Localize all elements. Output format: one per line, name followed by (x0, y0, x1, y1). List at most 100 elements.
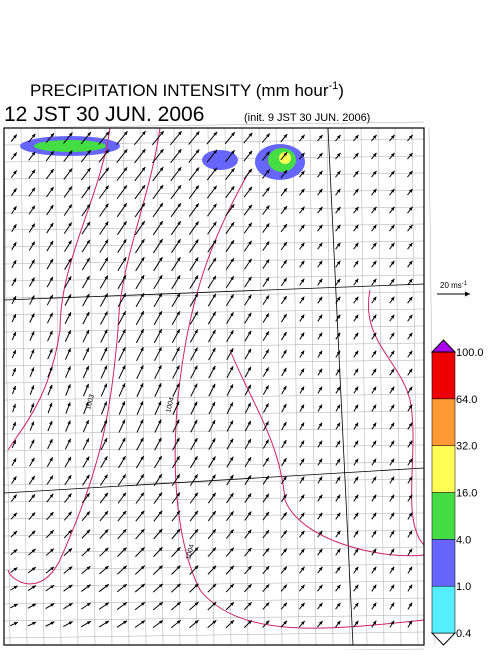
wind-arrow-head (408, 206, 413, 211)
wind-arrow-head (158, 547, 163, 552)
wind-arrow-head (300, 260, 305, 265)
wind-arrow-head (265, 493, 269, 498)
wind-arrow-head (230, 240, 234, 245)
wind-arrow-head (265, 475, 269, 480)
wind-arrow-head (13, 206, 17, 211)
wind-arrow-head (68, 186, 73, 191)
wind-arrow-head (140, 437, 144, 442)
colorbar-segment (431, 445, 456, 493)
wind-arrow-head (194, 601, 199, 606)
wind-arrow-head (318, 152, 323, 157)
wind-arrow-head (49, 240, 54, 245)
wind-arrow-head (390, 602, 395, 607)
wind-arrow-head (336, 620, 341, 625)
wind-arrow-head (318, 602, 323, 607)
lon-line (224, 127, 232, 646)
wind-arrow-head (194, 311, 198, 316)
wind-arrow-head (336, 368, 341, 373)
wind-arrow-head (229, 474, 234, 479)
wind-arrow-head (176, 456, 180, 461)
wind-arrow-head (318, 476, 323, 481)
wind-arrow-head (318, 332, 323, 337)
wind-arrow-head (68, 548, 73, 552)
wind-arrow-head (104, 257, 108, 262)
wind-arrow-head (354, 548, 359, 553)
wind-arrow-head (265, 620, 270, 625)
wind-arrow-head (283, 188, 288, 192)
wind-arrow-head (104, 529, 109, 534)
wind-arrow-head (140, 275, 145, 280)
wind-arrow-head (86, 185, 91, 190)
wind-arrow-head (141, 149, 146, 154)
wind-arrow-head (408, 440, 413, 445)
wind-arrow-head (105, 167, 109, 172)
wind-arrow-head (265, 584, 270, 589)
wind-arrow-head (85, 383, 89, 388)
wind-arrow-head (67, 312, 71, 317)
wind-arrow-head (85, 456, 90, 461)
wind-arrow-head (408, 152, 413, 157)
wind-arrow-head (159, 185, 164, 189)
wind-arrow-head (140, 455, 144, 460)
wind-arrow-head (300, 296, 305, 301)
wind-arrow-head (300, 620, 305, 625)
wind-arrow-head (31, 241, 35, 246)
wind-arrow-head (390, 206, 395, 211)
wind-arrow-head (336, 584, 341, 589)
wind-arrow-head (300, 548, 305, 553)
wind-arrow-head (13, 512, 17, 517)
wind-arrow-head (212, 239, 217, 244)
wind-arrow-head (266, 151, 270, 156)
wind-arrow-head (318, 260, 323, 265)
wind-arrow-head (283, 385, 287, 390)
wind-arrow-head (32, 621, 37, 626)
wind-arrow-head (122, 257, 127, 262)
wind-arrow-head (318, 206, 323, 211)
wind-arrow-head (318, 584, 323, 589)
wind-arrow-head (336, 242, 341, 247)
wind-arrow-head (212, 347, 216, 352)
wind-arrow-head (194, 529, 199, 533)
wind-arrow-head (300, 368, 305, 373)
wind-arrow-head (31, 530, 36, 535)
isobar (229, 349, 425, 557)
wind-arrow-head (336, 386, 341, 391)
colorbar-label: 0.4 (456, 628, 471, 640)
wind-arrow-head (372, 476, 377, 481)
wind-arrow-head (390, 422, 395, 427)
wind-arrow-head (372, 314, 377, 319)
wind-arrow-head (283, 494, 287, 499)
wind-arrow-head (372, 260, 377, 265)
wind-arrow-head (50, 169, 54, 173)
wind-arrow-head (50, 566, 55, 571)
lat-line (3, 206, 425, 214)
wind-arrow-head (176, 437, 180, 442)
wind-arrow-head (283, 331, 287, 336)
wind-arrow-head (408, 314, 413, 319)
wind-arrow-head (159, 149, 164, 153)
wind-arrow-head (354, 260, 359, 265)
wind-arrow-head (318, 134, 323, 139)
wind-arrow-head (195, 185, 199, 190)
wind-arrow-head (213, 131, 218, 136)
wind-arrow-head (266, 133, 270, 138)
title-superscript: -1 (328, 80, 338, 92)
wind-arrow-head (85, 401, 89, 406)
wind-arrow-head (13, 134, 17, 139)
wind-arrow-head (354, 350, 359, 355)
wind-arrow-head (85, 311, 90, 316)
wind-arrow-head (354, 566, 359, 571)
wind-arrow-head (123, 221, 127, 226)
wind-arrow-head (372, 224, 377, 229)
wind-arrow-head (122, 602, 127, 606)
wind-arrow-head (68, 132, 73, 137)
wind-arrow-head (68, 168, 73, 173)
wind-arrow-head (300, 152, 305, 157)
colorbar-under (430, 632, 457, 646)
isobar-label: 1004 (185, 544, 196, 561)
wind-arrow-head (85, 365, 89, 370)
wind-arrow-head (336, 476, 341, 481)
wind-arrow-head (86, 584, 91, 589)
wind-arrow-head (265, 259, 270, 264)
wind-arrow-head (213, 185, 217, 190)
